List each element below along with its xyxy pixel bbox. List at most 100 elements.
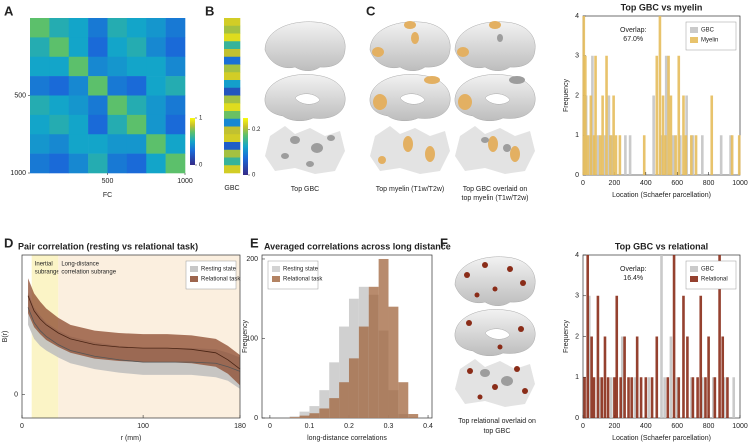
heatmap-cell (165, 56, 186, 77)
heatmap-cell (30, 114, 50, 135)
bar (669, 95, 673, 175)
heatmap-cell (107, 134, 128, 154)
y-tick-label: 0 (254, 415, 258, 422)
bar (598, 135, 602, 175)
heatmap-cell (126, 134, 147, 154)
region-label: Long-distance (61, 262, 99, 268)
bar (601, 95, 604, 175)
heatmap-cell (224, 126, 241, 135)
heatmap-cell (68, 18, 89, 38)
colorbar-tick-label: 0 (199, 163, 203, 169)
bar (675, 377, 679, 418)
heatmap-cell (165, 37, 186, 58)
x-axis-label: GBC (224, 185, 239, 192)
bar (642, 135, 646, 175)
heatmap-cell (49, 37, 70, 58)
x-tick-label: 400 (640, 423, 652, 430)
bar (619, 377, 622, 418)
histogram-bar (408, 414, 419, 418)
bar (628, 135, 632, 175)
bar (603, 135, 607, 175)
bar (620, 336, 624, 418)
bar (701, 135, 704, 175)
histogram-bar (329, 398, 340, 418)
histogram-bar (339, 326, 349, 418)
y-tick-label: 2 (575, 333, 579, 340)
panel-label: D (4, 235, 13, 250)
heatmap-cell (30, 95, 50, 116)
bar (598, 377, 602, 418)
annotation: 16.4% (623, 275, 643, 282)
y-tick-label: 0 (575, 415, 579, 422)
heatmap-cell (49, 76, 70, 96)
heatmap-cell (30, 37, 50, 58)
heatmap-cell (224, 118, 241, 127)
y-tick-label: 500 (14, 92, 26, 99)
bar (691, 377, 695, 418)
bar (661, 95, 665, 175)
heatmap-cell (126, 37, 147, 58)
bar (612, 95, 615, 175)
bar (713, 377, 717, 418)
bar (663, 377, 666, 418)
legend-label: Relational task (283, 277, 323, 283)
x-tick-label: 600 (671, 180, 683, 187)
heatmap-cell (224, 33, 241, 42)
x-tick-label: 200 (609, 180, 621, 187)
heatmap-cell (165, 95, 186, 116)
panel-label: B (205, 3, 214, 18)
histogram-bar (398, 382, 409, 418)
chart-title: Pair correlation (resting vs relational … (18, 241, 198, 251)
bar (590, 336, 593, 418)
heatmap-cell (107, 114, 128, 135)
bar (586, 135, 590, 175)
bar (596, 295, 600, 418)
bar (644, 377, 648, 418)
x-axis-label: r (mm) (121, 435, 142, 442)
heatmap-cell (224, 165, 241, 174)
bar (669, 336, 673, 418)
heatmap-cell (107, 37, 128, 58)
myelin-patches (372, 21, 419, 57)
bar (603, 336, 607, 418)
heatmap-cell (49, 18, 70, 38)
bar (679, 135, 682, 175)
bar (671, 135, 675, 175)
bar (600, 377, 604, 418)
bar (583, 377, 586, 418)
legend-swatch (272, 266, 280, 272)
heatmap-cell (88, 114, 108, 135)
bar (674, 135, 677, 175)
bar (686, 336, 689, 418)
x-axis-label: Location (Schaefer parcellation) (612, 192, 711, 199)
bar (635, 336, 639, 418)
bar (664, 55, 668, 175)
bar (627, 377, 630, 418)
colorbar-tick-label: 0.2 (252, 127, 261, 133)
x-axis-label: FC (103, 192, 112, 199)
x-tick-label: 1000 (732, 180, 748, 187)
relational-patches (464, 262, 526, 298)
bar (684, 135, 688, 175)
colorbar (243, 118, 248, 175)
legend-box (267, 260, 319, 290)
legend-label: Resting state (283, 267, 319, 273)
x-tick-label: 0 (581, 423, 585, 430)
heatmap-cell (224, 64, 241, 73)
y-axis-label: Frequency (563, 78, 570, 112)
brain-caption: Top relational overlaid on (458, 418, 536, 425)
brain-medial (454, 309, 536, 357)
heatmap-cell (224, 49, 241, 58)
heatmap-cell (146, 95, 166, 116)
histogram-bar (378, 258, 389, 418)
heatmap-cell (146, 76, 166, 96)
y-axis-label: Frequency (242, 319, 249, 353)
heatmap-cell (165, 134, 186, 154)
bar (587, 295, 591, 418)
bar (596, 135, 600, 175)
legend-swatch (690, 37, 698, 43)
panel-label: A (4, 3, 14, 18)
legend-label: Myelin (701, 38, 718, 44)
panel-label: E (250, 235, 259, 250)
